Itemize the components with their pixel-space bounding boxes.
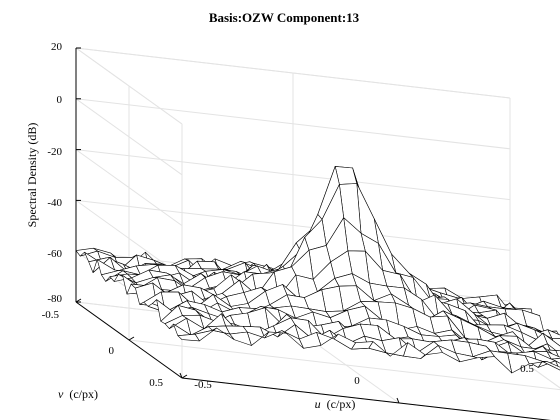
y-tick-label: 0 [109,345,115,357]
x-tick-label: 0.5 [520,363,534,375]
z-tick-label: 0 [57,94,63,106]
z-tick-labels: 20 0 -20 -40 -60 -80 [47,41,62,305]
y-tick [128,336,135,341]
y-axis-label-var: v [58,387,64,401]
x-axis-label-var: u [315,397,321,411]
x-axis-label-unit: (c/px) [327,397,356,411]
z-tick-label: -80 [47,293,62,305]
x-tick-label: 0 [354,375,360,387]
surface-mesh [75,166,560,374]
z-tick-label: -40 [47,197,62,209]
x-axis-line [181,377,551,420]
x-tick-labels: -0.5 0 0.5 [194,363,534,391]
surface-facet [177,333,200,342]
box-edge [75,47,511,99]
y-tick-labels: -0.5 0 0.5 [42,309,164,389]
grid-line [128,339,560,391]
x-axis-label: u (c/px) [315,397,356,411]
y-tick-label: 0.5 [149,377,163,389]
y-tick [181,374,188,379]
z-tick-label: -60 [47,248,62,260]
x-tick [396,397,400,404]
y-tick [75,298,82,303]
x-tick-label: -0.5 [194,379,212,391]
x-tick [179,372,183,379]
chart-title: Basis:OZW Component:13 [209,10,360,25]
y-axis-label: v (c/px) [58,387,98,401]
z-tick-label: 20 [51,41,63,53]
z-tick-label: -20 [47,146,62,158]
z-axis-label: Spectral Density (dB) [25,123,39,228]
y-tick-label: -0.5 [42,309,60,321]
y-axis-label-unit: (c/px) [69,387,98,401]
box-edge [75,47,183,125]
